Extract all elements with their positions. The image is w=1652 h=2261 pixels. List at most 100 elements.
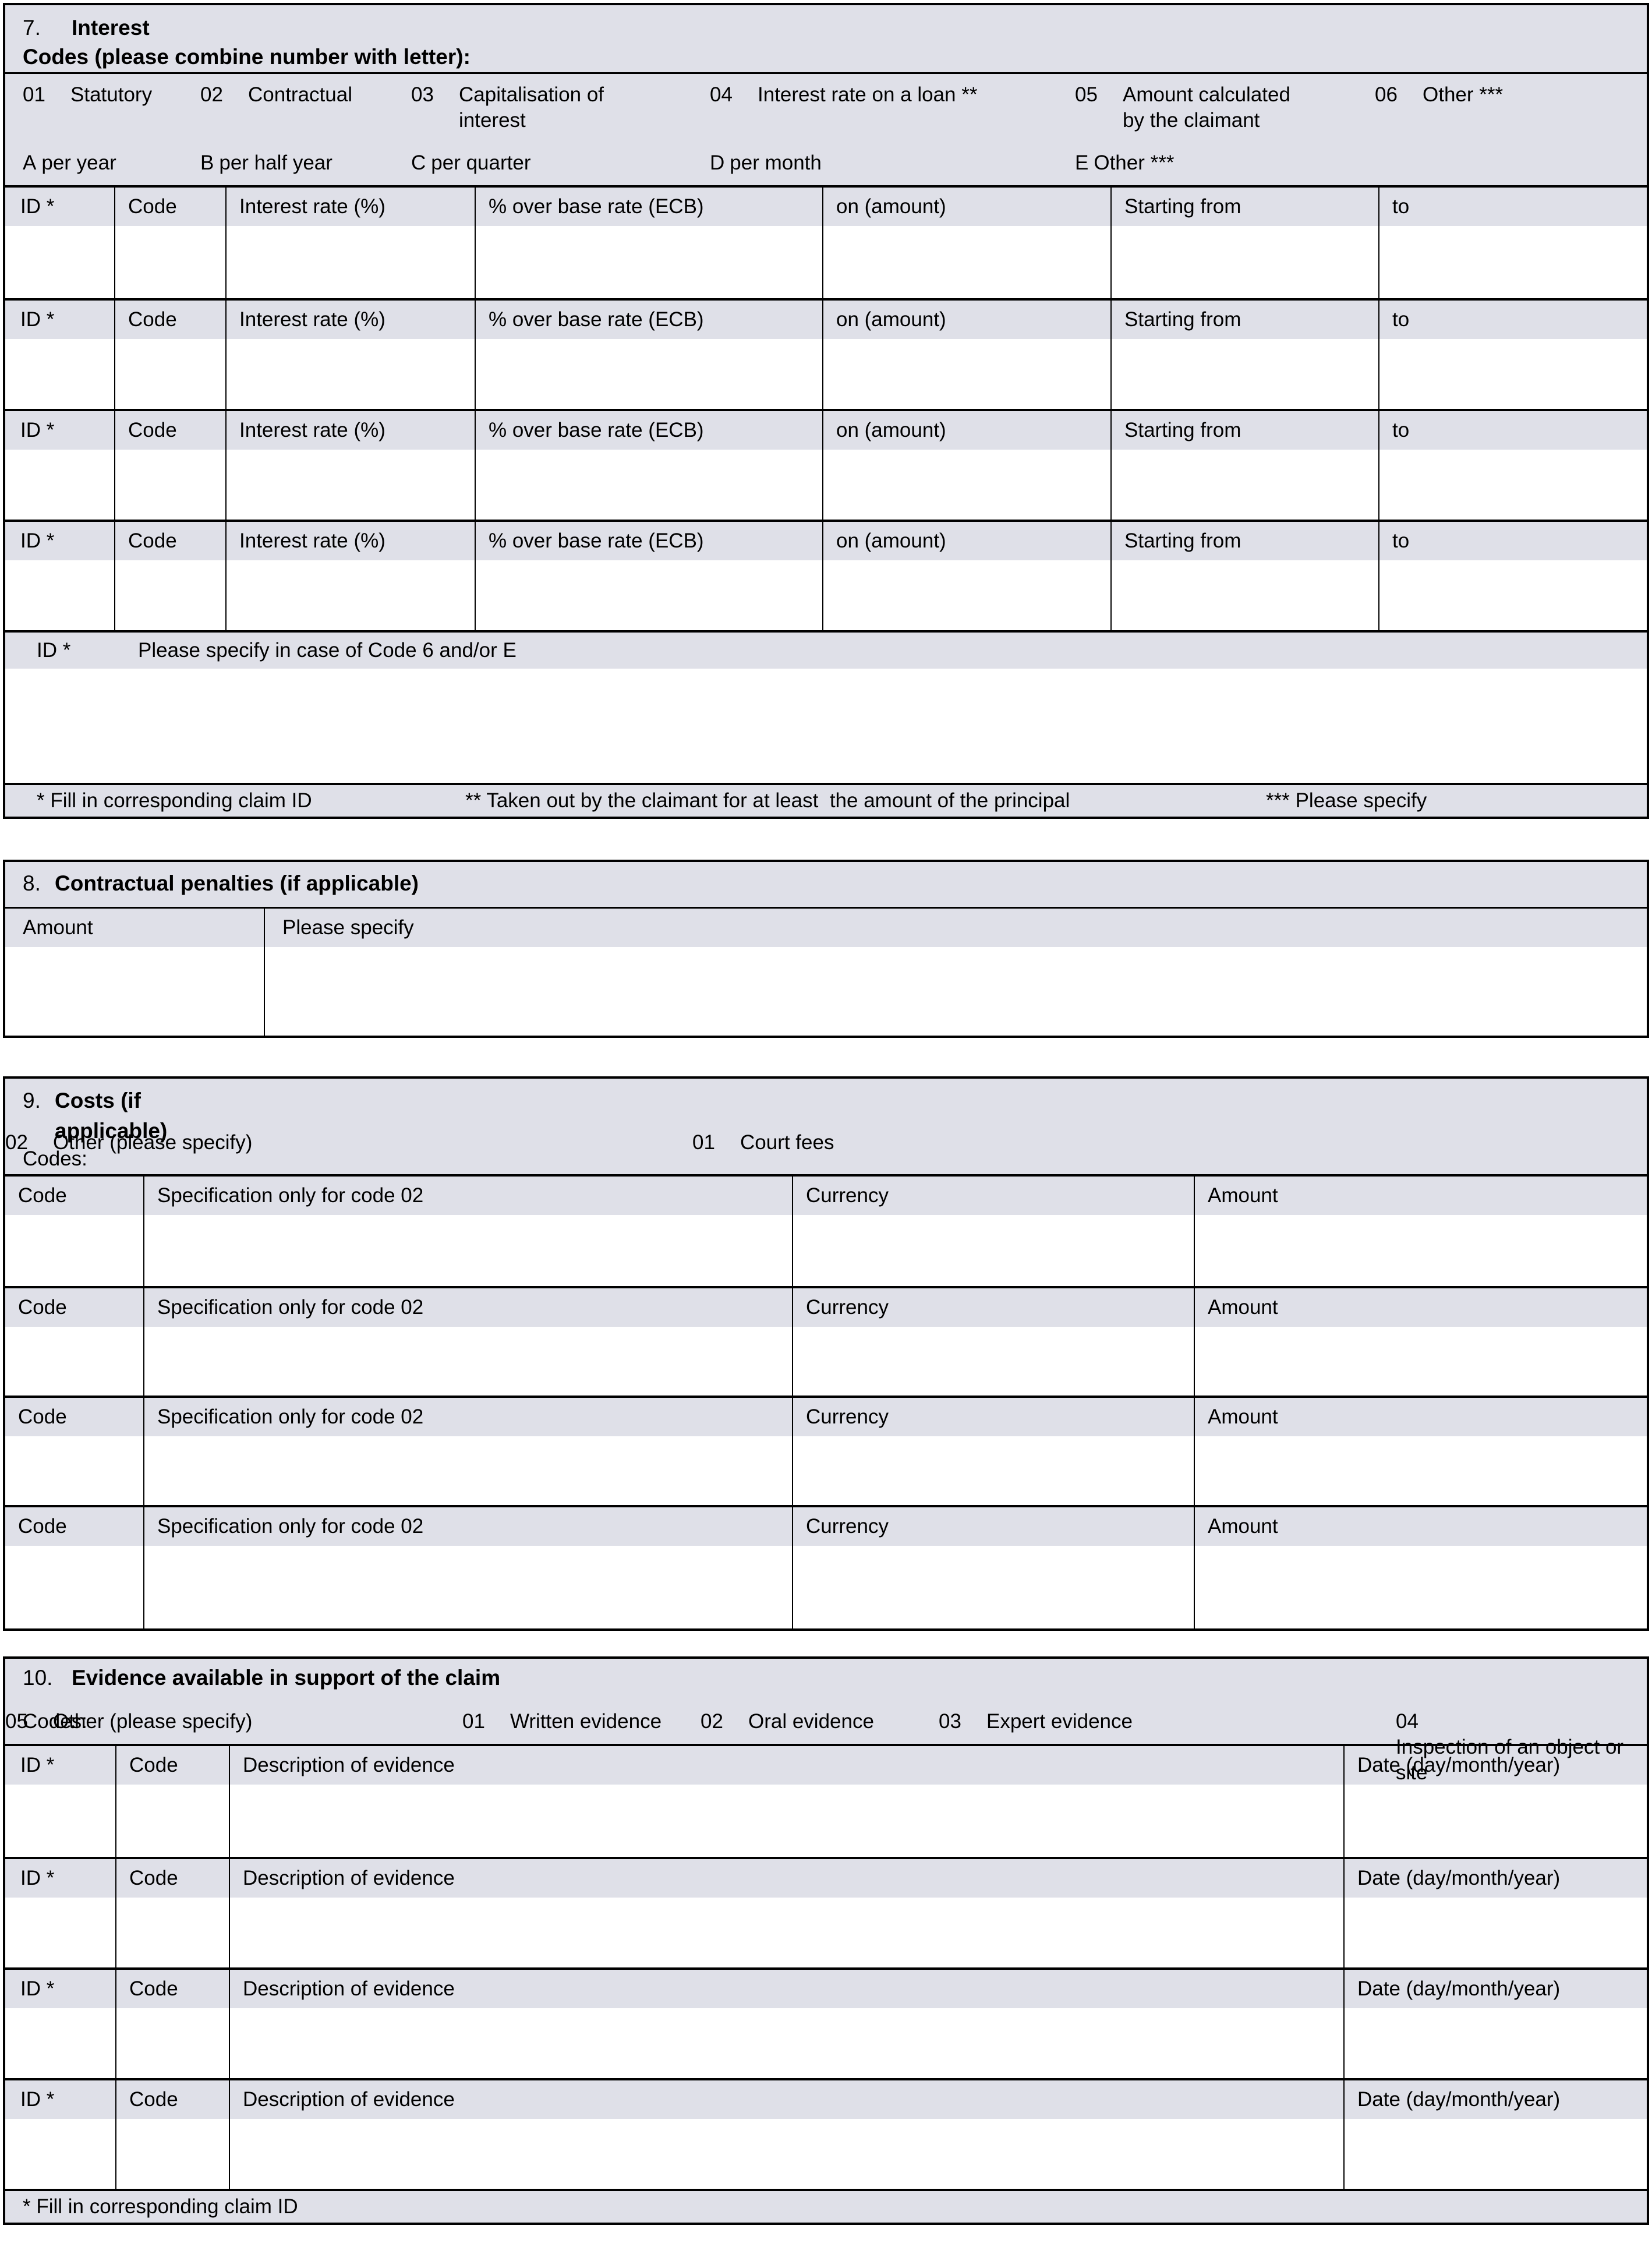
interest-rate-input-cell[interactable] bbox=[227, 450, 475, 520]
code-number: 02 bbox=[200, 83, 223, 106]
id-input-cell[interactable] bbox=[5, 1898, 115, 1967]
interest-rate-input-cell[interactable] bbox=[227, 339, 475, 409]
section-title: Contractual penalties (if applicable) bbox=[55, 871, 419, 895]
code-input-cell[interactable] bbox=[5, 1436, 143, 1505]
interest-rate-input-cell[interactable] bbox=[227, 226, 475, 298]
column-header-interest-rate: Interest rate (%) bbox=[227, 411, 475, 450]
code-letter: A bbox=[23, 151, 37, 175]
column-header-date: Date (day/month/year) bbox=[1345, 2080, 1647, 2119]
starting-from-input-cell[interactable] bbox=[1112, 339, 1378, 409]
amount-input-cell[interactable] bbox=[1195, 1546, 1647, 1628]
on-amount-input-cell[interactable] bbox=[823, 226, 1110, 298]
column-header-to: to bbox=[1379, 411, 1647, 450]
date-input-cell[interactable] bbox=[1345, 1785, 1647, 1857]
description-input-cell[interactable] bbox=[230, 2119, 1343, 2189]
code-number: 02 bbox=[701, 1710, 723, 1733]
code-input-cell[interactable] bbox=[115, 450, 225, 520]
currency-input-cell[interactable] bbox=[793, 1546, 1194, 1628]
id-input-cell[interactable] bbox=[5, 1785, 115, 1857]
to-input-cell[interactable] bbox=[1379, 450, 1647, 520]
specification-input-cell[interactable] bbox=[144, 1436, 792, 1505]
code-label: Inspection of an object or site bbox=[1396, 1735, 1624, 1784]
column-header-starting-from: Starting from bbox=[1112, 522, 1378, 560]
over-base-rate-input-cell[interactable] bbox=[476, 226, 822, 298]
column-header-description: Description of evidence bbox=[230, 2080, 1343, 2119]
section-number: 10. bbox=[23, 1666, 53, 1690]
section-8-title: 8. Contractual penalties (if applicable) bbox=[5, 862, 1647, 909]
date-input-cell[interactable] bbox=[1345, 2008, 1647, 2078]
description-input-cell[interactable] bbox=[230, 2008, 1343, 2078]
column-header-amount: Amount bbox=[5, 909, 264, 947]
on-amount-input-cell[interactable] bbox=[823, 339, 1110, 409]
to-input-cell[interactable] bbox=[1379, 560, 1647, 630]
section-number: 9. bbox=[23, 1089, 41, 1112]
code-item: 05 Amount calculated by the claimant bbox=[1075, 82, 1309, 133]
code-input-cell[interactable] bbox=[115, 560, 225, 630]
code-input-cell[interactable] bbox=[115, 226, 225, 298]
specification-input-cell[interactable] bbox=[144, 1546, 792, 1628]
section-8-contractual-penalties: 8. Contractual penalties (if applicable) … bbox=[3, 860, 1649, 1038]
currency-input-cell[interactable] bbox=[793, 1327, 1194, 1396]
column-header-amount: Amount bbox=[1195, 1398, 1647, 1436]
id-input-cell[interactable] bbox=[5, 560, 114, 630]
id-input-cell[interactable] bbox=[5, 450, 114, 520]
over-base-rate-input-cell[interactable] bbox=[476, 560, 822, 630]
column-header-specification: Specification only for code 02 bbox=[144, 1398, 792, 1436]
specification-input-cell[interactable] bbox=[144, 1327, 792, 1396]
code-input-cell[interactable] bbox=[116, 1898, 229, 1967]
code-input-cell[interactable] bbox=[116, 1785, 229, 1857]
code-label: Other (please specify) bbox=[53, 1131, 253, 1154]
over-base-rate-input-cell[interactable] bbox=[476, 450, 822, 520]
section-9-title: 9. Costs (if applicable) Codes: 01 Court f… bbox=[5, 1079, 1647, 1177]
column-header-currency: Currency bbox=[793, 1507, 1194, 1546]
on-amount-input-cell[interactable] bbox=[823, 450, 1110, 520]
currency-input-cell[interactable] bbox=[793, 1436, 1194, 1505]
to-input-cell[interactable] bbox=[1379, 339, 1647, 409]
costs-row-group: Code Specification only for code 02 Curr… bbox=[5, 1177, 1647, 1286]
letter-code-item: E Other *** bbox=[1075, 150, 1174, 176]
please-specify-input-cell[interactable] bbox=[265, 947, 1647, 1036]
specify-input-cell[interactable] bbox=[5, 669, 1647, 783]
code-input-cell[interactable] bbox=[116, 2119, 229, 2189]
id-input-cell[interactable] bbox=[5, 226, 114, 298]
section-10-evidence: 10. Evidence available in support of the … bbox=[3, 1656, 1649, 2225]
starting-from-input-cell[interactable] bbox=[1112, 450, 1378, 520]
code-number: 01 bbox=[23, 83, 45, 106]
column-header-interest-rate: Interest rate (%) bbox=[227, 301, 475, 339]
over-base-rate-input-cell[interactable] bbox=[476, 339, 822, 409]
description-input-cell[interactable] bbox=[230, 1785, 1343, 1857]
id-input-cell[interactable] bbox=[5, 2008, 115, 2078]
code-item: 06 Other *** bbox=[1375, 82, 1503, 108]
code-input-cell[interactable] bbox=[5, 1546, 143, 1628]
starting-from-input-cell[interactable] bbox=[1112, 226, 1378, 298]
code-item: 02 Oral evidence bbox=[701, 1709, 874, 1734]
starting-from-input-cell[interactable] bbox=[1112, 560, 1378, 630]
amount-input-cell[interactable] bbox=[1195, 1436, 1647, 1505]
date-input-cell[interactable] bbox=[1345, 1898, 1647, 1967]
amount-input-cell[interactable] bbox=[5, 947, 264, 1036]
code-input-cell[interactable] bbox=[116, 2008, 229, 2078]
description-input-cell[interactable] bbox=[230, 1898, 1343, 1967]
to-input-cell[interactable] bbox=[1379, 226, 1647, 298]
column-header-id: ID * bbox=[5, 1746, 115, 1785]
currency-input-cell[interactable] bbox=[793, 1215, 1194, 1286]
code-input-cell[interactable] bbox=[5, 1215, 143, 1286]
amount-input-cell[interactable] bbox=[1195, 1327, 1647, 1396]
column-header-on-amount: on (amount) bbox=[823, 522, 1110, 560]
specification-input-cell[interactable] bbox=[144, 1215, 792, 1286]
code-input-cell[interactable] bbox=[115, 339, 225, 409]
id-input-cell[interactable] bbox=[5, 2119, 115, 2189]
column-header-to: to bbox=[1379, 522, 1647, 560]
code-number: 03 bbox=[939, 1710, 961, 1733]
interest-rate-input-cell[interactable] bbox=[227, 560, 475, 630]
id-input-cell[interactable] bbox=[5, 339, 114, 409]
column-header-starting-from: Starting from bbox=[1112, 301, 1378, 339]
amount-input-cell[interactable] bbox=[1195, 1215, 1647, 1286]
column-header-code: Code bbox=[115, 188, 225, 226]
on-amount-input-cell[interactable] bbox=[823, 560, 1110, 630]
evidence-row-group: ID * Code Description of evidence Date (… bbox=[5, 1857, 1647, 1967]
date-input-cell[interactable] bbox=[1345, 2119, 1647, 2189]
column-header-specification: Specification only for code 02 bbox=[144, 1507, 792, 1546]
code-input-cell[interactable] bbox=[5, 1327, 143, 1396]
